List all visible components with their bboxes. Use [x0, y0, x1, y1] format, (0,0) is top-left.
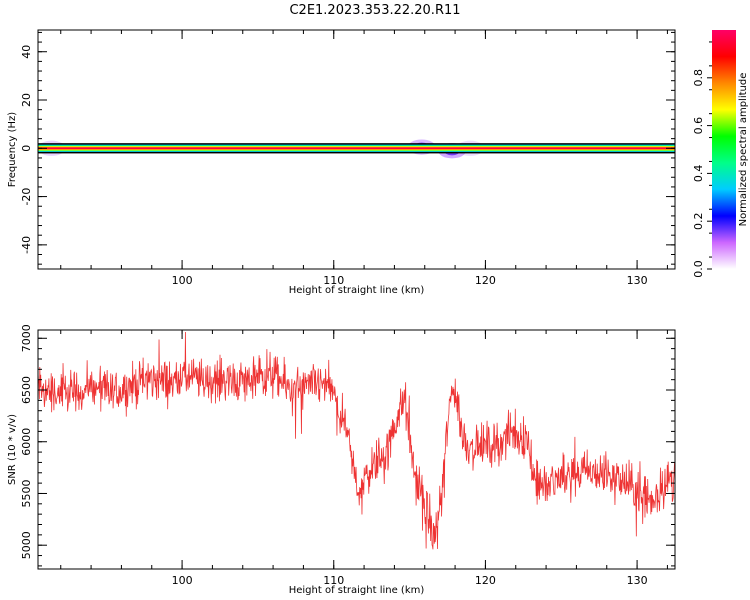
colorbar-scale: [712, 30, 736, 269]
spectrogram-ticks: 100 110 120 130 -40 -20 0 20 40: [20, 30, 675, 287]
snr-y-axis-label: SNR (10 * v/v): [7, 414, 18, 485]
colorbar-ticks: 0.0 0.2 0.4 0.6 0.8: [692, 41, 712, 278]
snr-x-tick-label: 110: [323, 574, 344, 587]
colorbar-tick-label: 0.0: [692, 260, 705, 278]
colorbar-tick-label: 0.8: [692, 69, 705, 87]
snr-x-tick-label: 120: [475, 574, 496, 587]
snr-panel: 100 110 120 130 5000 5500 6000 6500 7000 Height …: [7, 324, 676, 596]
snr-plot-area: [38, 332, 675, 550]
colorbar-tick-label: 0.6: [692, 117, 705, 135]
snr-x-tick-label: 100: [172, 574, 193, 587]
spectrogram-frame: [37, 29, 676, 270]
spectrogram-x-axis-label: Height of straight line (km): [289, 285, 425, 296]
colorbar-label: Normalized spectral amplitude: [738, 73, 749, 227]
spectrogram-plot-area: [38, 139, 675, 159]
spectrogram-panel: 100 110 120 130 -40 -20 0 20 40 Height of straig…: [7, 29, 676, 296]
snr-y-tick-label: 6500: [20, 376, 33, 404]
spectrogram-x-tick-label: 130: [627, 274, 648, 287]
colorbar-tick-label: 0.2: [692, 212, 705, 230]
spectrogram-x-tick-label: 110: [323, 274, 344, 287]
spectrogram-x-tick-label: 120: [475, 274, 496, 287]
snr-ticks: 100 110 120 130 5000 5500 6000 6500 7000: [20, 324, 675, 587]
spectrogram-y-tick-label: 40: [20, 45, 33, 59]
snr-x-axis-label: Height of straight line (km): [289, 585, 425, 596]
spectrogram-band-layer: [38, 147, 675, 150]
snr-x-tick-label: 130: [627, 574, 648, 587]
spectrogram-y-axis-label: Frequency (Hz): [7, 112, 18, 188]
snr-y-tick-label: 5500: [20, 479, 33, 507]
figure-title: C2E1.2023.353.22.20.R11: [289, 3, 460, 18]
spectrogram-x-tick-label: 100: [172, 274, 193, 287]
snr-frame: [37, 329, 676, 570]
snr-y-tick-label: 6000: [20, 428, 33, 456]
snr-y-tick-label: 7000: [20, 324, 33, 352]
colorbar: 0.0 0.2 0.4 0.6 0.8 Normalized spectral ampl…: [692, 30, 749, 278]
spectrogram-y-tick-label: 20: [20, 93, 33, 107]
snr-y-tick-label: 5000: [20, 531, 33, 559]
spectrogram-y-tick-label: -40: [20, 236, 33, 254]
snr-series-line: [38, 332, 675, 550]
colorbar-tick-label: 0.4: [692, 165, 705, 183]
spectrogram-y-tick-label: 0: [20, 145, 33, 152]
spectrogram-y-tick-label: -20: [20, 188, 33, 206]
